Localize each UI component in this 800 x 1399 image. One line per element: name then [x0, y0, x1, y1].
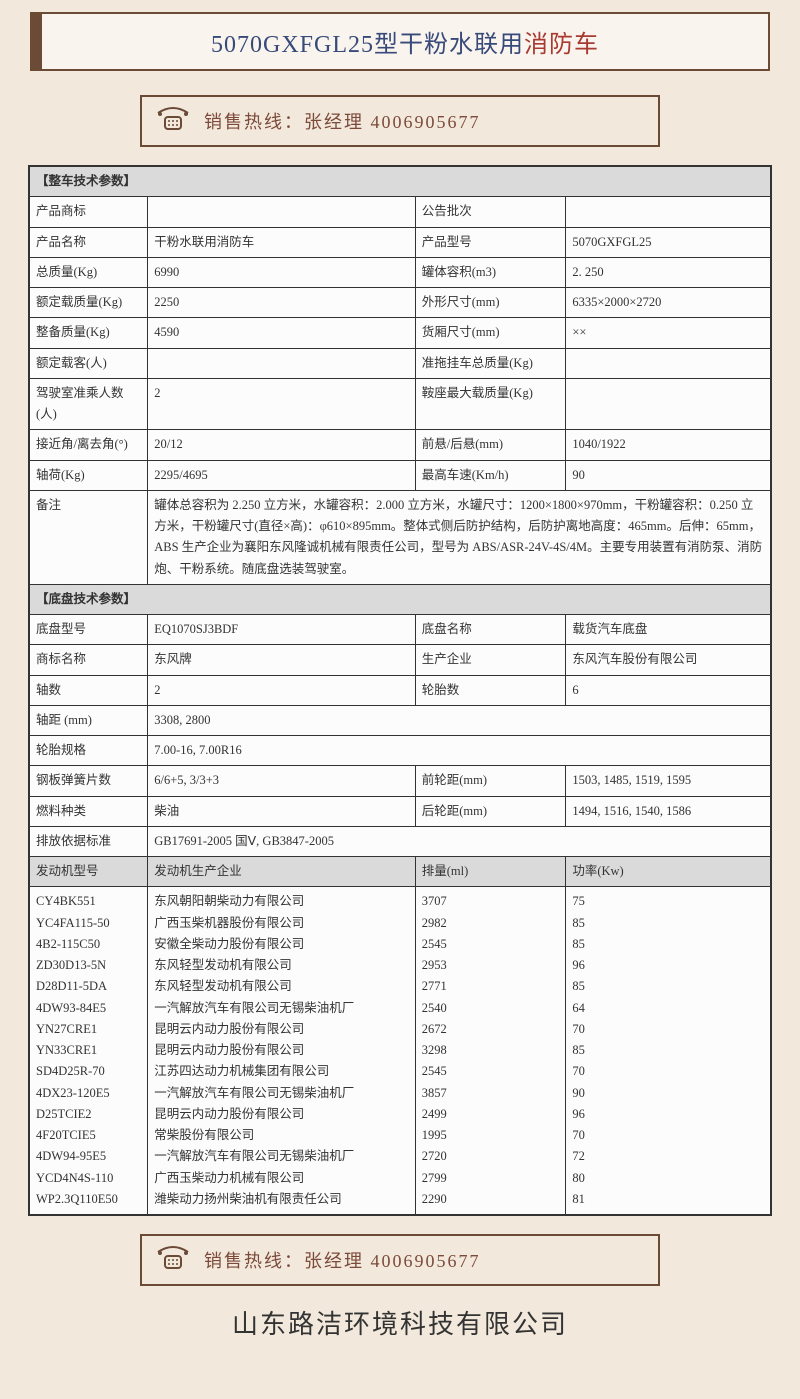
spec-label: 外形尺寸(mm) — [415, 288, 566, 318]
engine-disp: 3707 2982 2545 2953 2771 2540 2672 3298 … — [415, 887, 566, 1215]
spec-label: 鞍座最大载质量(Kg) — [415, 378, 566, 430]
spec-value: 90 — [566, 460, 771, 490]
phone-icon — [156, 1244, 190, 1276]
title-blue: 5070GXFGL25型干粉水联用 — [211, 32, 524, 58]
title-red: 消防车 — [524, 32, 599, 58]
remark-label: 备注 — [29, 490, 148, 584]
spec-value — [148, 197, 416, 227]
spec-label: 商标名称 — [29, 645, 148, 675]
spec-label: 产品型号 — [415, 227, 566, 257]
spec-value: 20/12 — [148, 430, 416, 460]
spec-value: 1494, 1516, 1540, 1586 — [566, 796, 771, 826]
spec-label: 产品商标 — [29, 197, 148, 227]
spec-label: 轮胎数 — [415, 675, 566, 705]
spec-value: ×× — [566, 318, 771, 348]
spec-label: 货厢尺寸(mm) — [415, 318, 566, 348]
spec-value — [566, 348, 771, 378]
vehicle-section-title: 【整车技术参数】 — [29, 166, 771, 197]
spec-value: 2 — [148, 378, 416, 430]
spec-label: 接近角/离去角(°) — [29, 430, 148, 460]
spec-label: 最高车速(Km/h) — [415, 460, 566, 490]
chassis-section-title: 【底盘技术参数】 — [29, 584, 771, 614]
spec-label: 前悬/后悬(mm) — [415, 430, 566, 460]
remark-text: 罐体总容积为 2.250 立方米，水罐容积：2.000 立方米，水罐尺寸：120… — [148, 490, 771, 584]
hotline-top: 销售热线：张经理 4006905677 — [140, 95, 660, 147]
engine-mfrs: 东风朝阳朝柴动力有限公司 广西玉柴机器股份有限公司 安徽全柴动力股份有限公司 东… — [148, 887, 416, 1215]
spec-value: 柴油 — [148, 796, 416, 826]
spec-value: 2. 250 — [566, 257, 771, 287]
engine-power: 75 85 85 96 85 64 70 85 70 90 96 70 72 8… — [566, 887, 771, 1215]
spec-value: 7.00-16, 7.00R16 — [148, 736, 771, 766]
spec-label: 后轮距(mm) — [415, 796, 566, 826]
spec-label: 生产企业 — [415, 645, 566, 675]
spec-value: 东风牌 — [148, 645, 416, 675]
spec-label: 准拖挂车总质量(Kg) — [415, 348, 566, 378]
spec-table: 【整车技术参数】 产品商标 公告批次产品名称干粉水联用消防车产品型号5070GXF… — [28, 165, 772, 1216]
spec-value: 5070GXFGL25 — [566, 227, 771, 257]
spec-value: 2295/4695 — [148, 460, 416, 490]
spec-label: 额定载质量(Kg) — [29, 288, 148, 318]
spec-label: 燃料种类 — [29, 796, 148, 826]
spec-value: EQ1070SJ3BDF — [148, 615, 416, 645]
engine-col-power: 功率(Kw) — [566, 857, 771, 887]
spec-value — [566, 378, 771, 430]
spec-label: 轴荷(Kg) — [29, 460, 148, 490]
spec-value — [148, 348, 416, 378]
spec-label: 额定载客(人) — [29, 348, 148, 378]
spec-value: 6335×2000×2720 — [566, 288, 771, 318]
spec-label: 底盘名称 — [415, 615, 566, 645]
spec-value: 4590 — [148, 318, 416, 348]
spec-value: 6/6+5, 3/3+3 — [148, 766, 416, 796]
spec-label: 轮胎规格 — [29, 736, 148, 766]
spec-value — [566, 197, 771, 227]
emission-value: GB17691-2005 国Ⅴ, GB3847-2005 — [148, 826, 771, 856]
spec-label: 驾驶室准乘人数(人) — [29, 378, 148, 430]
hotline-text: 销售热线：张经理 4006905677 — [204, 108, 481, 134]
engine-col-disp: 排量(ml) — [415, 857, 566, 887]
spec-label: 钢板弹簧片数 — [29, 766, 148, 796]
spec-value: 1040/1922 — [566, 430, 771, 460]
hotline-bottom: 销售热线：张经理 4006905677 — [140, 1234, 660, 1286]
spec-label: 底盘型号 — [29, 615, 148, 645]
spec-value: 东风汽车股份有限公司 — [566, 645, 771, 675]
engine-col-model: 发动机型号 — [29, 857, 148, 887]
spec-label: 公告批次 — [415, 197, 566, 227]
spec-label: 轴数 — [29, 675, 148, 705]
hotline-text: 销售热线：张经理 4006905677 — [204, 1247, 481, 1273]
spec-value: 2 — [148, 675, 416, 705]
spec-value: 干粉水联用消防车 — [148, 227, 416, 257]
spec-value: 6 — [566, 675, 771, 705]
spec-label: 总质量(Kg) — [29, 257, 148, 287]
spec-value: 3308, 2800 — [148, 705, 771, 735]
spec-label: 罐体容积(m3) — [415, 257, 566, 287]
spec-label: 前轮距(mm) — [415, 766, 566, 796]
spec-value: 载货汽车底盘 — [566, 615, 771, 645]
page-title-banner: 5070GXFGL25型干粉水联用消防车 — [30, 12, 770, 71]
spec-table-wrap: 【整车技术参数】 产品商标 公告批次产品名称干粉水联用消防车产品型号5070GXF… — [28, 165, 772, 1216]
engine-models: CY4BK551 YC4FA115-50 4B2-115C50 ZD30D13-… — [29, 887, 148, 1215]
spec-value: 1503, 1485, 1519, 1595 — [566, 766, 771, 796]
emission-label: 排放依据标准 — [29, 826, 148, 856]
engine-col-mfr: 发动机生产企业 — [148, 857, 416, 887]
spec-value: 6990 — [148, 257, 416, 287]
spec-value: 2250 — [148, 288, 416, 318]
spec-label: 整备质量(Kg) — [29, 318, 148, 348]
phone-icon — [156, 105, 190, 137]
footer-company: 山东路洁环境科技有限公司 — [0, 1304, 800, 1351]
spec-label: 轴距 (mm) — [29, 705, 148, 735]
spec-label: 产品名称 — [29, 227, 148, 257]
